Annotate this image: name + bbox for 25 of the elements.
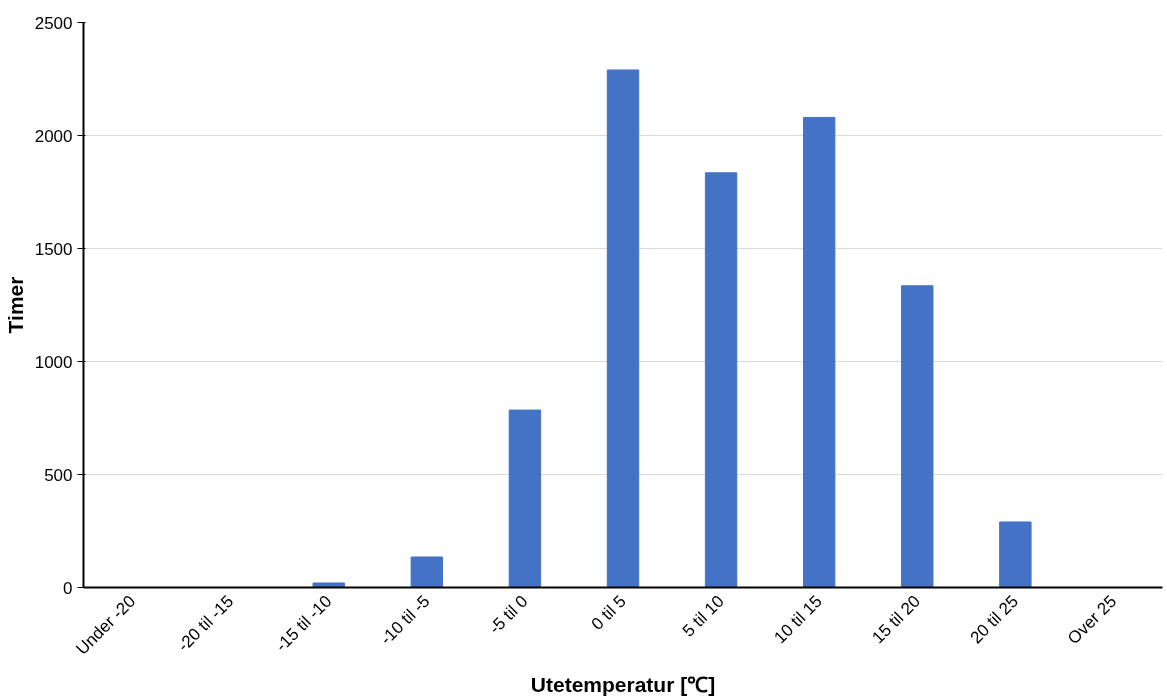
x-tick-label: 0 til 5 — [587, 591, 630, 634]
y-tick-label: 1500 — [34, 239, 73, 259]
y-tick-label: 0 — [63, 578, 73, 598]
y-tick-label: 2000 — [34, 126, 73, 146]
x-tick-label: -5 til 0 — [485, 591, 532, 638]
x-tick-label: -10 til -5 — [376, 591, 434, 649]
bar — [999, 521, 1032, 588]
x-tick-label: -20 til -15 — [173, 591, 238, 656]
y-tick-label: 1000 — [34, 352, 73, 372]
x-tick-label: 20 til 25 — [966, 591, 1023, 648]
x-tick-label: 15 til 20 — [868, 591, 924, 648]
x-tick-label: 10 til 15 — [770, 591, 826, 648]
bar — [802, 116, 836, 588]
bar — [606, 69, 640, 588]
y-tick-label: 2500 — [34, 13, 73, 33]
x-tick-label: 5 til 10 — [678, 591, 728, 641]
bar — [704, 172, 738, 588]
bar — [312, 582, 345, 588]
bar — [410, 556, 444, 588]
y-axis-title: Timer — [3, 276, 27, 334]
y-tick-label: 500 — [44, 465, 73, 485]
x-axis-title: Utetemperatur [℃] — [530, 673, 716, 697]
x-tick-label: -15 til -10 — [271, 591, 336, 656]
bar — [508, 409, 542, 588]
bar — [901, 285, 934, 588]
